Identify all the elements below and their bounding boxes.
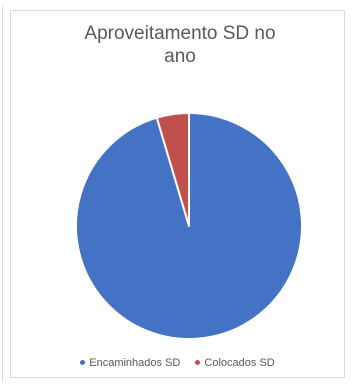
legend-item-encaminhados: Encaminhados SD [80, 357, 180, 369]
left-divider [2, 6, 3, 382]
legend-marker-colocados [195, 360, 201, 365]
legend-label-colocados: Colocados SD [204, 356, 275, 369]
chart-title-line-1: Aproveitamento SD no [84, 23, 276, 44]
chart-legend: Encaminhados SD Colocados SD [0, 356, 355, 369]
chart-title-line-2: ano [164, 46, 196, 67]
legend-marker-encaminhados [80, 360, 86, 365]
pie-slice-colocados-sd [155, 112, 190, 227]
legend-label-encaminhados: Encaminhados SD [89, 356, 181, 369]
legend-item-colocados: Colocados SD [195, 356, 275, 369]
chart-title: Aproveitamento SD no ano [30, 22, 330, 68]
